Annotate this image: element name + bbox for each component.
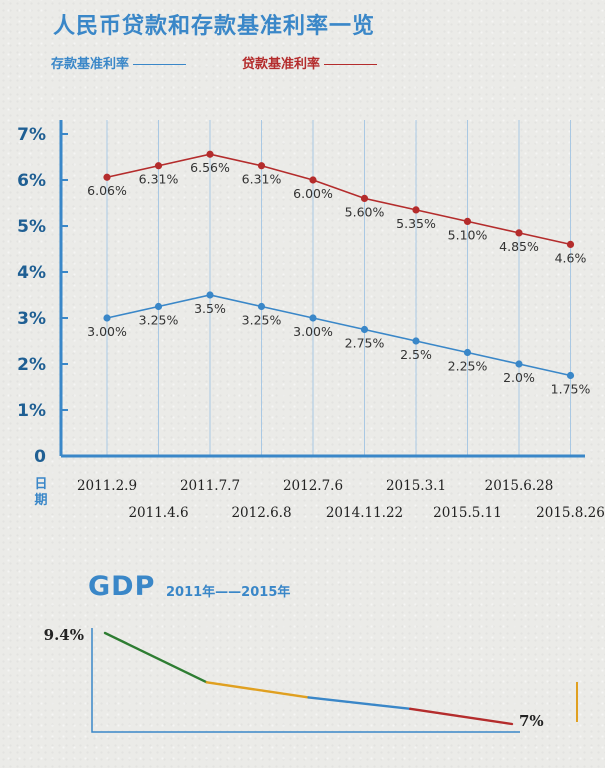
data-label: 3.00% <box>87 324 127 339</box>
data-label: 3.25% <box>139 313 179 328</box>
y-tick-label: 0 <box>34 447 46 467</box>
gdp-end-label: 7% <box>519 712 544 730</box>
gdp-title: GDP <box>88 571 156 602</box>
gdp-segment <box>307 696 412 711</box>
data-point <box>515 229 523 237</box>
data-label: 4.85% <box>499 239 539 254</box>
data-point <box>463 217 472 225</box>
y-tick-label: 3% <box>17 309 46 329</box>
gdp-start-label: 9.4% <box>44 626 84 644</box>
x-tick-label: 2011.7.7 <box>180 478 240 494</box>
gdp-axis <box>91 628 520 733</box>
gdp-chart: 9.4% 7% <box>44 626 578 733</box>
data-label: 2.25% <box>448 359 488 374</box>
data-label: 4.6% <box>555 250 587 265</box>
data-point <box>206 150 214 158</box>
data-point <box>566 240 575 248</box>
y-tick-label: 2% <box>17 355 46 375</box>
data-point <box>103 314 111 322</box>
data-point <box>412 337 420 345</box>
x-tick-label: 2015.6.28 <box>485 478 554 494</box>
y-tick-label: 4% <box>17 263 46 283</box>
data-point <box>566 371 575 380</box>
data-label: 3.5% <box>194 301 226 316</box>
data-point <box>309 176 317 184</box>
data-label: 6.31% <box>242 172 282 187</box>
x-tick-label: 2012.6.8 <box>231 505 291 521</box>
x-tick-label: 2011.4.6 <box>128 505 188 521</box>
page-title: 人民币贷款和存款基准利率一览 <box>53 14 376 39</box>
data-point <box>360 325 369 334</box>
series-line-1 <box>106 294 571 377</box>
data-label: 6.00% <box>293 186 333 201</box>
data-point <box>515 360 523 368</box>
data-point <box>257 162 266 170</box>
data-label: 5.10% <box>448 227 488 242</box>
y-tick-label: 1% <box>17 401 46 421</box>
x-tick-label: 2015.3.1 <box>386 478 446 494</box>
data-point <box>360 194 369 202</box>
gdp-segment <box>103 631 208 684</box>
data-point <box>154 302 163 311</box>
legend-deposit-line <box>133 64 187 65</box>
data-label: 6.06% <box>87 183 127 198</box>
data-point <box>463 348 472 357</box>
data-label: 2.5% <box>400 347 432 362</box>
data-point <box>257 302 266 311</box>
data-label: 5.35% <box>396 216 436 231</box>
x-tick-label: 2011.2.9 <box>77 478 137 494</box>
gdp-segment <box>205 681 310 699</box>
data-label: 3.00% <box>293 324 333 339</box>
y-tick-label: 7% <box>17 125 46 145</box>
gdp-segment <box>409 707 514 726</box>
legend-loan: 贷款基准利率 <box>242 53 378 73</box>
legend-loan-label: 贷款基准利率 <box>242 57 321 72</box>
data-point <box>412 206 420 214</box>
legend-deposit-label: 存款基准利率 <box>51 57 130 72</box>
x-tick-label: 2015.5.11 <box>433 505 502 521</box>
y-tick-label: 6% <box>17 171 46 191</box>
data-label: 1.75% <box>551 382 591 397</box>
data-point <box>206 291 214 299</box>
gdp-subtitle: 2011年——2015年 <box>166 585 291 600</box>
data-label: 5.60% <box>345 204 385 219</box>
y-tick-label: 5% <box>17 217 46 237</box>
data-point <box>103 173 111 181</box>
x-axis-title-char: 期 <box>34 493 47 508</box>
series-line-0 <box>106 153 571 246</box>
data-label: 3.25% <box>242 313 282 328</box>
data-point <box>154 162 163 170</box>
data-label: 2.75% <box>345 336 385 351</box>
interest-rate-chart: 0 1% 2% 3% 4% 5% 6% 7% 2011.2.9 2011.4.6 2011.7.7 2… <box>17 120 605 521</box>
x-tick-label: 2015.8.26 <box>536 505 605 521</box>
data-label: 6.56% <box>190 160 230 175</box>
x-tick-label: 2014.11.22 <box>326 505 403 521</box>
data-label: 2.0% <box>503 370 535 385</box>
legend-loan-line <box>324 64 378 65</box>
data-label: 6.31% <box>139 172 179 187</box>
x-tick-label: 2012.7.6 <box>283 478 343 494</box>
legend-deposit: 存款基准利率 <box>51 53 187 73</box>
data-point <box>309 314 317 322</box>
x-axis-title-char: 日 <box>34 477 47 492</box>
